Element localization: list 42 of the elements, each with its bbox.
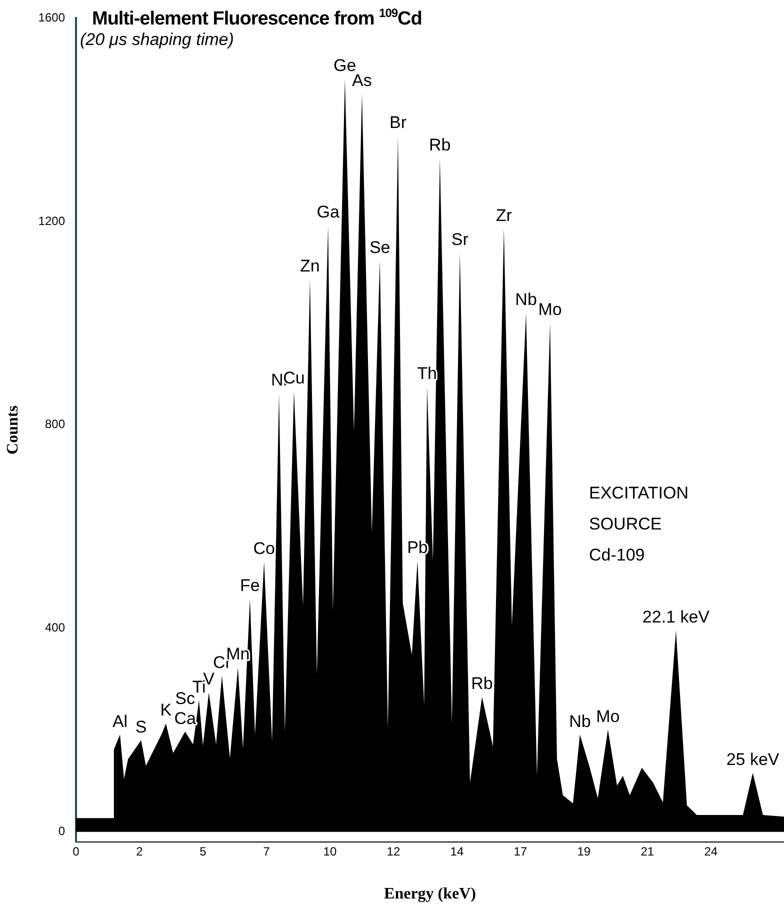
annotation: Mo [596,706,620,726]
y-tick-label: 400 [44,620,66,635]
annotation: Rb [429,136,451,155]
x-tick-label: 2 [136,844,144,859]
annotation: S [135,717,147,736]
annotation: Rb [471,674,493,694]
annotation: Nb [515,290,537,310]
y-tick-label: 0 [58,824,66,838]
x-tick-label: 5 [200,844,207,859]
annotation: Al [112,712,128,731]
annotation: Sr [451,230,469,250]
annotation: Ga [316,202,340,222]
y-axis-title: Counts [4,406,22,454]
annotation: Th [417,364,437,383]
annotation: Ca [174,708,197,728]
x-tick-label: 24 [704,844,718,859]
x-tick-label: 21 [640,844,654,859]
annotation: Nb [569,712,591,731]
annotation: 22.1 keV [642,608,710,627]
x-tick-label: 10 [323,844,337,859]
annotation: EXCITATION SOURCE Cd-109 [589,484,688,565]
y-tick-label: 1200 [38,214,66,228]
y-tick-label: 1600 [38,10,66,24]
chart-title: Multi-element Fluorescence from $^{109}$Cd [92,6,422,30]
annotation: Fe [240,576,260,596]
y-tick-label: 800 [44,417,66,432]
x-tick-label: 17 [514,844,528,859]
annotation: 25 keV [726,750,780,770]
annotation: Zr [496,206,512,225]
x-tick-label: 12 [386,844,400,859]
annotation: Zn [300,256,320,276]
x-tick-label: 7 [263,844,270,859]
x-tick-label: 14 [450,844,464,859]
annotation: K [160,700,172,720]
annotation: Co [253,538,275,558]
x-tick-label: 0 [72,844,80,859]
x-tick-label: 19 [577,844,591,859]
annotation: Mo [538,300,562,319]
annotation: Se [369,238,390,257]
text: (20 μs shaping time) [80,30,234,50]
x-axis-title: Energy (keV) [384,886,476,903]
annotation: Br [389,113,407,132]
